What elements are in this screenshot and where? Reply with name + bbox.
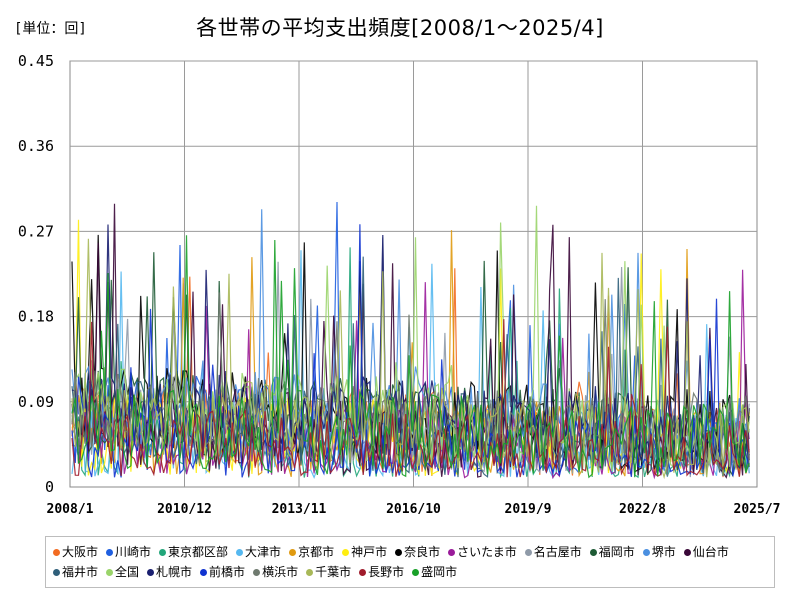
legend-label: 福岡市 xyxy=(598,545,635,559)
legend-label: 千葉市 xyxy=(315,565,352,579)
x-tick-label: 2008/1 xyxy=(47,502,94,517)
legend-item: 大阪市 xyxy=(53,542,98,562)
legend-label: 仙台市 xyxy=(692,545,729,559)
legend-marker-icon xyxy=(147,569,155,576)
legend-item: 東京都区部 xyxy=(159,542,228,562)
legend-marker-icon xyxy=(53,549,60,556)
legend-label: 大津市 xyxy=(245,545,282,559)
legend-label: 福井市 xyxy=(62,565,99,579)
unit-label: [単位：回] xyxy=(14,21,87,37)
legend-label: 長野市 xyxy=(368,565,405,579)
series-line-20 xyxy=(71,235,750,479)
legend-marker-icon xyxy=(589,549,597,556)
legend-label: 名古屋市 xyxy=(533,545,582,559)
legend-marker-icon xyxy=(306,569,314,576)
y-tick-label: 0.45 xyxy=(18,52,54,70)
legend-marker-icon xyxy=(412,569,420,576)
legend-marker-icon xyxy=(236,549,244,556)
legend-marker-icon xyxy=(106,549,114,556)
legend-label: 京都市 xyxy=(298,545,335,559)
legend: 大阪市 川崎市 東京都区部 大津市 京都市 神戸市 奈良市 さいたま市 名古屋市 福岡市 堺市 仙台市… xyxy=(45,536,775,588)
x-tick-label: 2019/9 xyxy=(505,502,552,517)
legend-item: 横浜市 xyxy=(253,562,298,582)
legend-marker-icon xyxy=(395,549,403,556)
legend-marker-icon xyxy=(289,549,297,556)
legend-item: 神戸市 xyxy=(342,542,387,562)
legend-marker-icon xyxy=(200,569,208,576)
legend-label: 札幌市 xyxy=(156,565,193,579)
legend-item: 名古屋市 xyxy=(524,542,582,562)
legend-label: 盛岡市 xyxy=(421,565,458,579)
legend-item: 千葉市 xyxy=(306,562,351,582)
legend-marker-icon xyxy=(53,569,60,576)
legend-label: 大阪市 xyxy=(62,545,99,559)
legend-label: 前橋市 xyxy=(209,565,246,579)
legend-item: 川崎市 xyxy=(106,542,151,562)
legend-label: 奈良市 xyxy=(404,545,441,559)
legend-item: 長野市 xyxy=(359,562,404,582)
legend-marker-icon xyxy=(253,569,261,576)
legend-item: 大津市 xyxy=(236,542,281,562)
legend-label: 堺市 xyxy=(651,545,676,559)
y-tick-label: 0.09 xyxy=(18,393,54,411)
legend-label: 全国 xyxy=(115,565,140,579)
legend-item: 全国 xyxy=(106,562,139,582)
x-tick-label: 2010/12 xyxy=(157,502,212,517)
legend-label: 東京都区部 xyxy=(168,545,229,559)
x-tick-label: 2022/8 xyxy=(619,502,666,517)
legend-marker-icon xyxy=(106,569,114,576)
series-line-18 xyxy=(71,238,750,480)
y-tick-label: 0.27 xyxy=(18,222,54,240)
legend-marker-icon xyxy=(159,549,167,556)
legend-item: 仙台市 xyxy=(683,542,729,562)
x-tick-label: 2016/10 xyxy=(386,502,441,517)
y-tick-label: 0.18 xyxy=(18,308,54,326)
series-line-17 xyxy=(71,292,750,477)
legend-marker-icon xyxy=(683,549,691,556)
x-tick-label: 2013/11 xyxy=(272,502,327,517)
legend-marker-icon xyxy=(359,569,367,576)
legend-item: 前橋市 xyxy=(200,562,245,582)
y-tick-label: 0 xyxy=(45,478,54,496)
legend-label: 神戸市 xyxy=(351,545,388,559)
legend-label: 川崎市 xyxy=(115,545,152,559)
legend-item: 盛岡市 xyxy=(412,562,457,582)
legend-marker-icon xyxy=(524,549,532,556)
legend-item: 福岡市 xyxy=(589,542,635,562)
legend-label: さいたま市 xyxy=(457,545,517,559)
y-tick-label: 0.36 xyxy=(18,137,54,155)
legend-item: 京都市 xyxy=(289,542,334,562)
legend-item: さいたま市 xyxy=(448,542,517,562)
legend-label: 横浜市 xyxy=(262,565,299,579)
x-tick-label: 2025/7 xyxy=(734,502,781,517)
series-line-19 xyxy=(71,319,750,478)
legend-marker-icon xyxy=(342,549,350,556)
legend-item: 堺市 xyxy=(642,542,676,562)
legend-marker-icon xyxy=(642,549,650,556)
legend-marker-icon xyxy=(448,549,456,556)
series-group xyxy=(71,201,750,480)
legend-item: 福井市 xyxy=(53,562,98,582)
legend-item: 奈良市 xyxy=(395,542,440,562)
series-line-3 xyxy=(71,247,750,479)
chart-title: 各世帯の平均支出頻度[2008/1～2025/4] xyxy=(196,16,604,40)
legend-item: 札幌市 xyxy=(147,562,192,582)
